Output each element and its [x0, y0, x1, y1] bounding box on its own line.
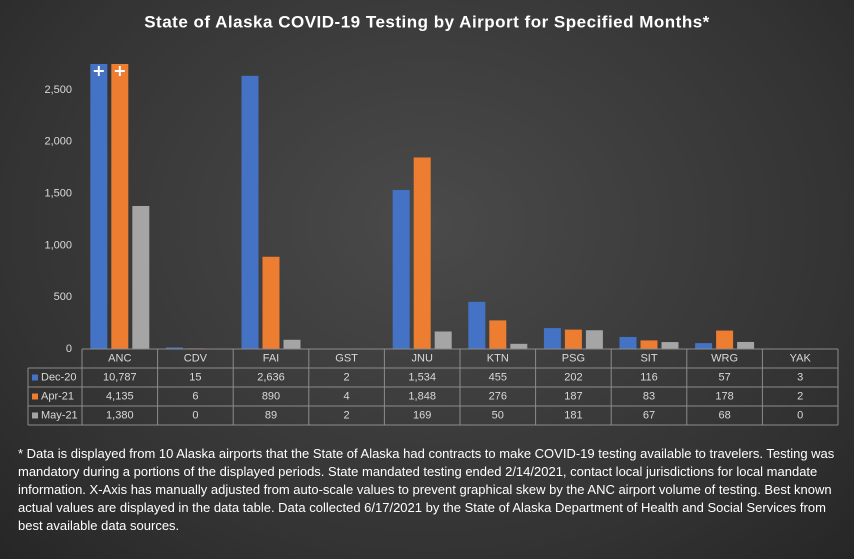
x-tick-label: FAI: [263, 352, 280, 364]
bar: [241, 75, 259, 349]
legend-label: Apr-21: [41, 390, 74, 402]
legend-label: May-21: [41, 409, 78, 421]
table-value: 2,636: [257, 371, 285, 383]
x-tick-label: PSG: [562, 352, 585, 364]
table-value: 116: [640, 371, 658, 383]
table-value: 50: [492, 409, 504, 421]
x-tick-label: GST: [335, 352, 358, 364]
y-tick-label: 2,500: [44, 84, 72, 96]
table-value: 1,848: [408, 390, 436, 402]
y-tick-label: 1,000: [44, 239, 72, 251]
bar: [283, 339, 301, 349]
bar: [132, 205, 150, 349]
bar: [585, 330, 603, 349]
table-value: 4,135: [106, 390, 134, 402]
bar: [695, 343, 713, 349]
table-value: 89: [265, 409, 277, 421]
x-tick-label: YAK: [790, 352, 812, 364]
table-value: 57: [718, 371, 730, 383]
x-tick-label: WRG: [711, 352, 738, 364]
legend-swatch: [32, 412, 38, 419]
table-value: 68: [718, 409, 730, 421]
table-value: 0: [192, 409, 198, 421]
x-tick-label: JNU: [412, 352, 433, 364]
table-value: 0: [797, 409, 803, 421]
bar: [619, 336, 637, 349]
footnote: * Data is displayed from 10 Alaska airpo…: [18, 446, 835, 533]
legend-swatch: [32, 393, 38, 400]
plot-area: [90, 64, 809, 349]
table-value: 187: [564, 390, 582, 402]
table-value: 67: [643, 409, 655, 421]
bar: [165, 347, 183, 349]
table-value: 202: [564, 371, 582, 383]
bar: [434, 331, 452, 349]
table-value: 169: [413, 409, 431, 421]
y-tick-label: 0: [66, 343, 72, 355]
table-value: 3: [797, 371, 803, 383]
table-value: 15: [189, 371, 201, 383]
bar: [564, 329, 582, 349]
x-tick-label: SIT: [640, 352, 657, 364]
y-tick-label: 500: [54, 291, 72, 303]
y-tick-label: 1,500: [44, 187, 72, 199]
x-tick-label: ANC: [108, 352, 131, 364]
bar: [111, 64, 129, 349]
y-tick-label: 2,000: [44, 136, 72, 148]
bar: [716, 330, 734, 349]
bar: [468, 301, 486, 349]
bar: [640, 340, 658, 349]
legend-label: Dec-20: [41, 371, 76, 383]
table-value: 181: [564, 409, 582, 421]
bar: [262, 256, 280, 349]
table-value: 455: [489, 371, 507, 383]
bar: [737, 341, 755, 349]
chart-title: State of Alaska COVID-19 Testing by Airp…: [144, 12, 710, 31]
table-value: 2: [344, 371, 350, 383]
table-value: 178: [715, 390, 733, 402]
bar: [510, 343, 528, 349]
x-tick-label: CDV: [184, 352, 208, 364]
table-value: 890: [262, 390, 280, 402]
x-tick-label: KTN: [487, 352, 509, 364]
table-value: 10,787: [103, 371, 137, 383]
bar: [413, 157, 431, 349]
bar: [489, 320, 507, 349]
table-value: 2: [797, 390, 803, 402]
bar: [543, 328, 561, 349]
legend-swatch: [32, 374, 38, 381]
bar: [90, 64, 108, 349]
bar: [661, 342, 679, 349]
table-value: 1,534: [408, 371, 436, 383]
table-value: 83: [643, 390, 655, 402]
bar: [392, 190, 410, 349]
table-value: 4: [344, 390, 350, 402]
table-value: 6: [192, 390, 198, 402]
table-value: 1,380: [106, 409, 134, 421]
table-value: 2: [344, 409, 350, 421]
table-value: 276: [489, 390, 507, 402]
